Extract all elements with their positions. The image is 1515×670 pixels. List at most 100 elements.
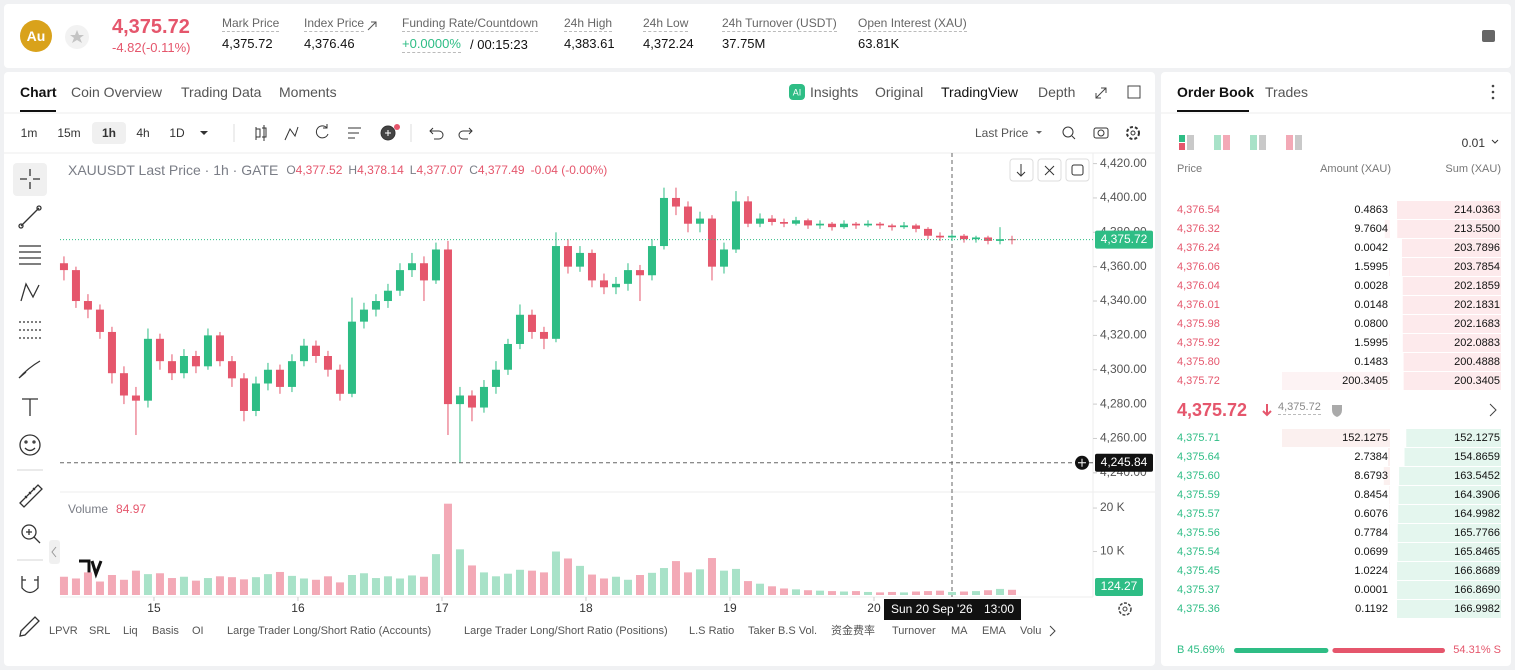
indicator[interactable]: Liq [123,625,138,637]
icon-part[interactable] [26,529,41,544]
interval[interactable]: 1D [169,126,185,140]
icon-part[interactable] [1179,143,1185,150]
icon-part[interactable] [36,205,42,211]
ob-price[interactable]: 4,376.54 [1177,204,1220,216]
indicator[interactable]: Large Trader Long/Short Ratio (Accounts) [227,625,432,637]
icon-part[interactable] [24,440,28,444]
chart-tab[interactable]: Trading Data [181,84,262,100]
icon-part[interactable] [1491,84,1495,88]
icon-part[interactable] [21,576,39,594]
more-button[interactable] [1491,84,1495,100]
indicator[interactable]: Large Trader Long/Short Ratio (Positions… [464,625,668,637]
indicator[interactable]: L.S Ratio [689,625,735,637]
icon-part[interactable] [18,223,24,229]
ob-price[interactable]: 4,376.04 [1177,280,1220,292]
icon-part[interactable] [1097,129,1105,137]
ob-price[interactable]: 4,375.98 [1177,318,1220,330]
chart-tools[interactable] [255,124,1140,141]
icon-part[interactable] [1126,126,1140,140]
indicator[interactable]: Basis [152,625,179,637]
interval[interactable]: 1m [20,126,38,140]
icon-part[interactable] [1062,126,1074,138]
ob-price[interactable]: 4,376.06 [1177,261,1220,273]
interval[interactable]: 4h [136,126,150,140]
icon-part[interactable] [19,434,41,456]
ob-price[interactable]: 4,376.32 [1177,223,1220,235]
icon-part[interactable] [20,207,40,227]
icon-part[interactable] [19,616,40,637]
ob-price[interactable]: 4,375.64 [1177,451,1220,463]
icon-part[interactable] [458,127,473,140]
chart-tab[interactable]: Moments [279,84,337,100]
icon-part[interactable] [24,447,36,452]
icon-part[interactable] [1130,130,1136,136]
ob-price[interactable]: 4,375.80 [1177,356,1220,368]
icon-part[interactable] [315,124,329,139]
icon-part[interactable] [1036,131,1042,134]
ob-price[interactable]: 4,375.54 [1177,546,1220,558]
icon-part[interactable] [1071,164,1084,176]
indicator[interactable]: SRL [89,625,111,637]
pane-buttons[interactable] [1009,158,1090,182]
ob-price[interactable]: 4,375.36 [1177,603,1220,615]
indicator[interactable]: Volu [1020,625,1042,637]
icon-part[interactable] [1127,85,1141,99]
icon-part[interactable] [348,127,361,139]
icon-part[interactable] [1223,135,1230,150]
view-tab[interactable]: TradingView [941,84,1019,100]
icon-part[interactable] [1491,96,1495,100]
ob-tab[interactable]: Order Book [1177,84,1255,100]
interval[interactable]: 15m [57,126,81,140]
indicator[interactable]: EMA [982,625,1006,637]
indicator[interactable]: MA [951,625,968,637]
window-button[interactable] [1127,85,1141,99]
icon-part[interactable] [1187,135,1194,150]
icon-part[interactable] [1071,135,1076,140]
icon-part[interactable] [1093,127,1109,139]
icon-part[interactable] [32,440,36,444]
icon-part[interactable] [429,127,444,140]
icon-part[interactable] [20,282,40,302]
icon-part[interactable] [19,245,41,265]
view-tab[interactable]: Original [875,84,924,100]
layout-buttons[interactable] [1179,135,1302,150]
icon-part[interactable] [70,30,84,43]
ob-price[interactable]: 4,375.71 [1177,432,1220,444]
tick-size[interactable]: 0.01 [1461,136,1485,150]
settings-button[interactable] [1118,602,1132,616]
chart-tab[interactable]: Coin Overview [71,84,163,100]
icon-part[interactable] [1214,135,1221,150]
icon-part[interactable] [1250,135,1257,150]
ob-price[interactable]: 4,375.59 [1177,489,1220,501]
icon-part[interactable] [1482,30,1495,42]
drawing-tools[interactable] [13,163,47,637]
price-type[interactable]: Last Price [975,126,1029,140]
icon-part[interactable] [20,169,40,189]
icon-part[interactable] [1122,606,1128,612]
icon-part[interactable] [19,484,43,508]
header-menu[interactable] [1482,30,1495,42]
interval[interactable]: 1h [101,126,117,140]
indicator[interactable]: Turnover [892,625,936,637]
icon-part[interactable] [19,321,41,339]
icon-part[interactable] [1295,135,1302,150]
icon-part[interactable] [13,163,47,196]
ob-price[interactable]: 4,375.92 [1177,337,1220,349]
icon-part[interactable] [394,124,400,130]
icon-part[interactable] [1118,602,1132,616]
ob-price[interactable]: 4,376.24 [1177,242,1220,254]
indicator[interactable]: 资金费率 [831,625,875,637]
icon-part[interactable] [1491,90,1495,94]
ob-price[interactable]: 4,375.45 [1177,565,1220,577]
icon-part[interactable] [1095,87,1107,99]
ob-price[interactable]: 4,375.56 [1177,527,1220,539]
icon-part[interactable] [21,524,37,540]
ob-price[interactable]: 4,375.37 [1177,584,1220,596]
icon-part[interactable] [1259,135,1266,150]
indicator[interactable]: LPVR [49,625,78,637]
icon-part[interactable] [255,125,267,141]
chart-tab[interactable]: Chart [20,84,57,100]
favorite-button[interactable] [65,25,89,49]
icon-part[interactable] [22,398,38,416]
indicator[interactable]: OI [192,625,204,637]
